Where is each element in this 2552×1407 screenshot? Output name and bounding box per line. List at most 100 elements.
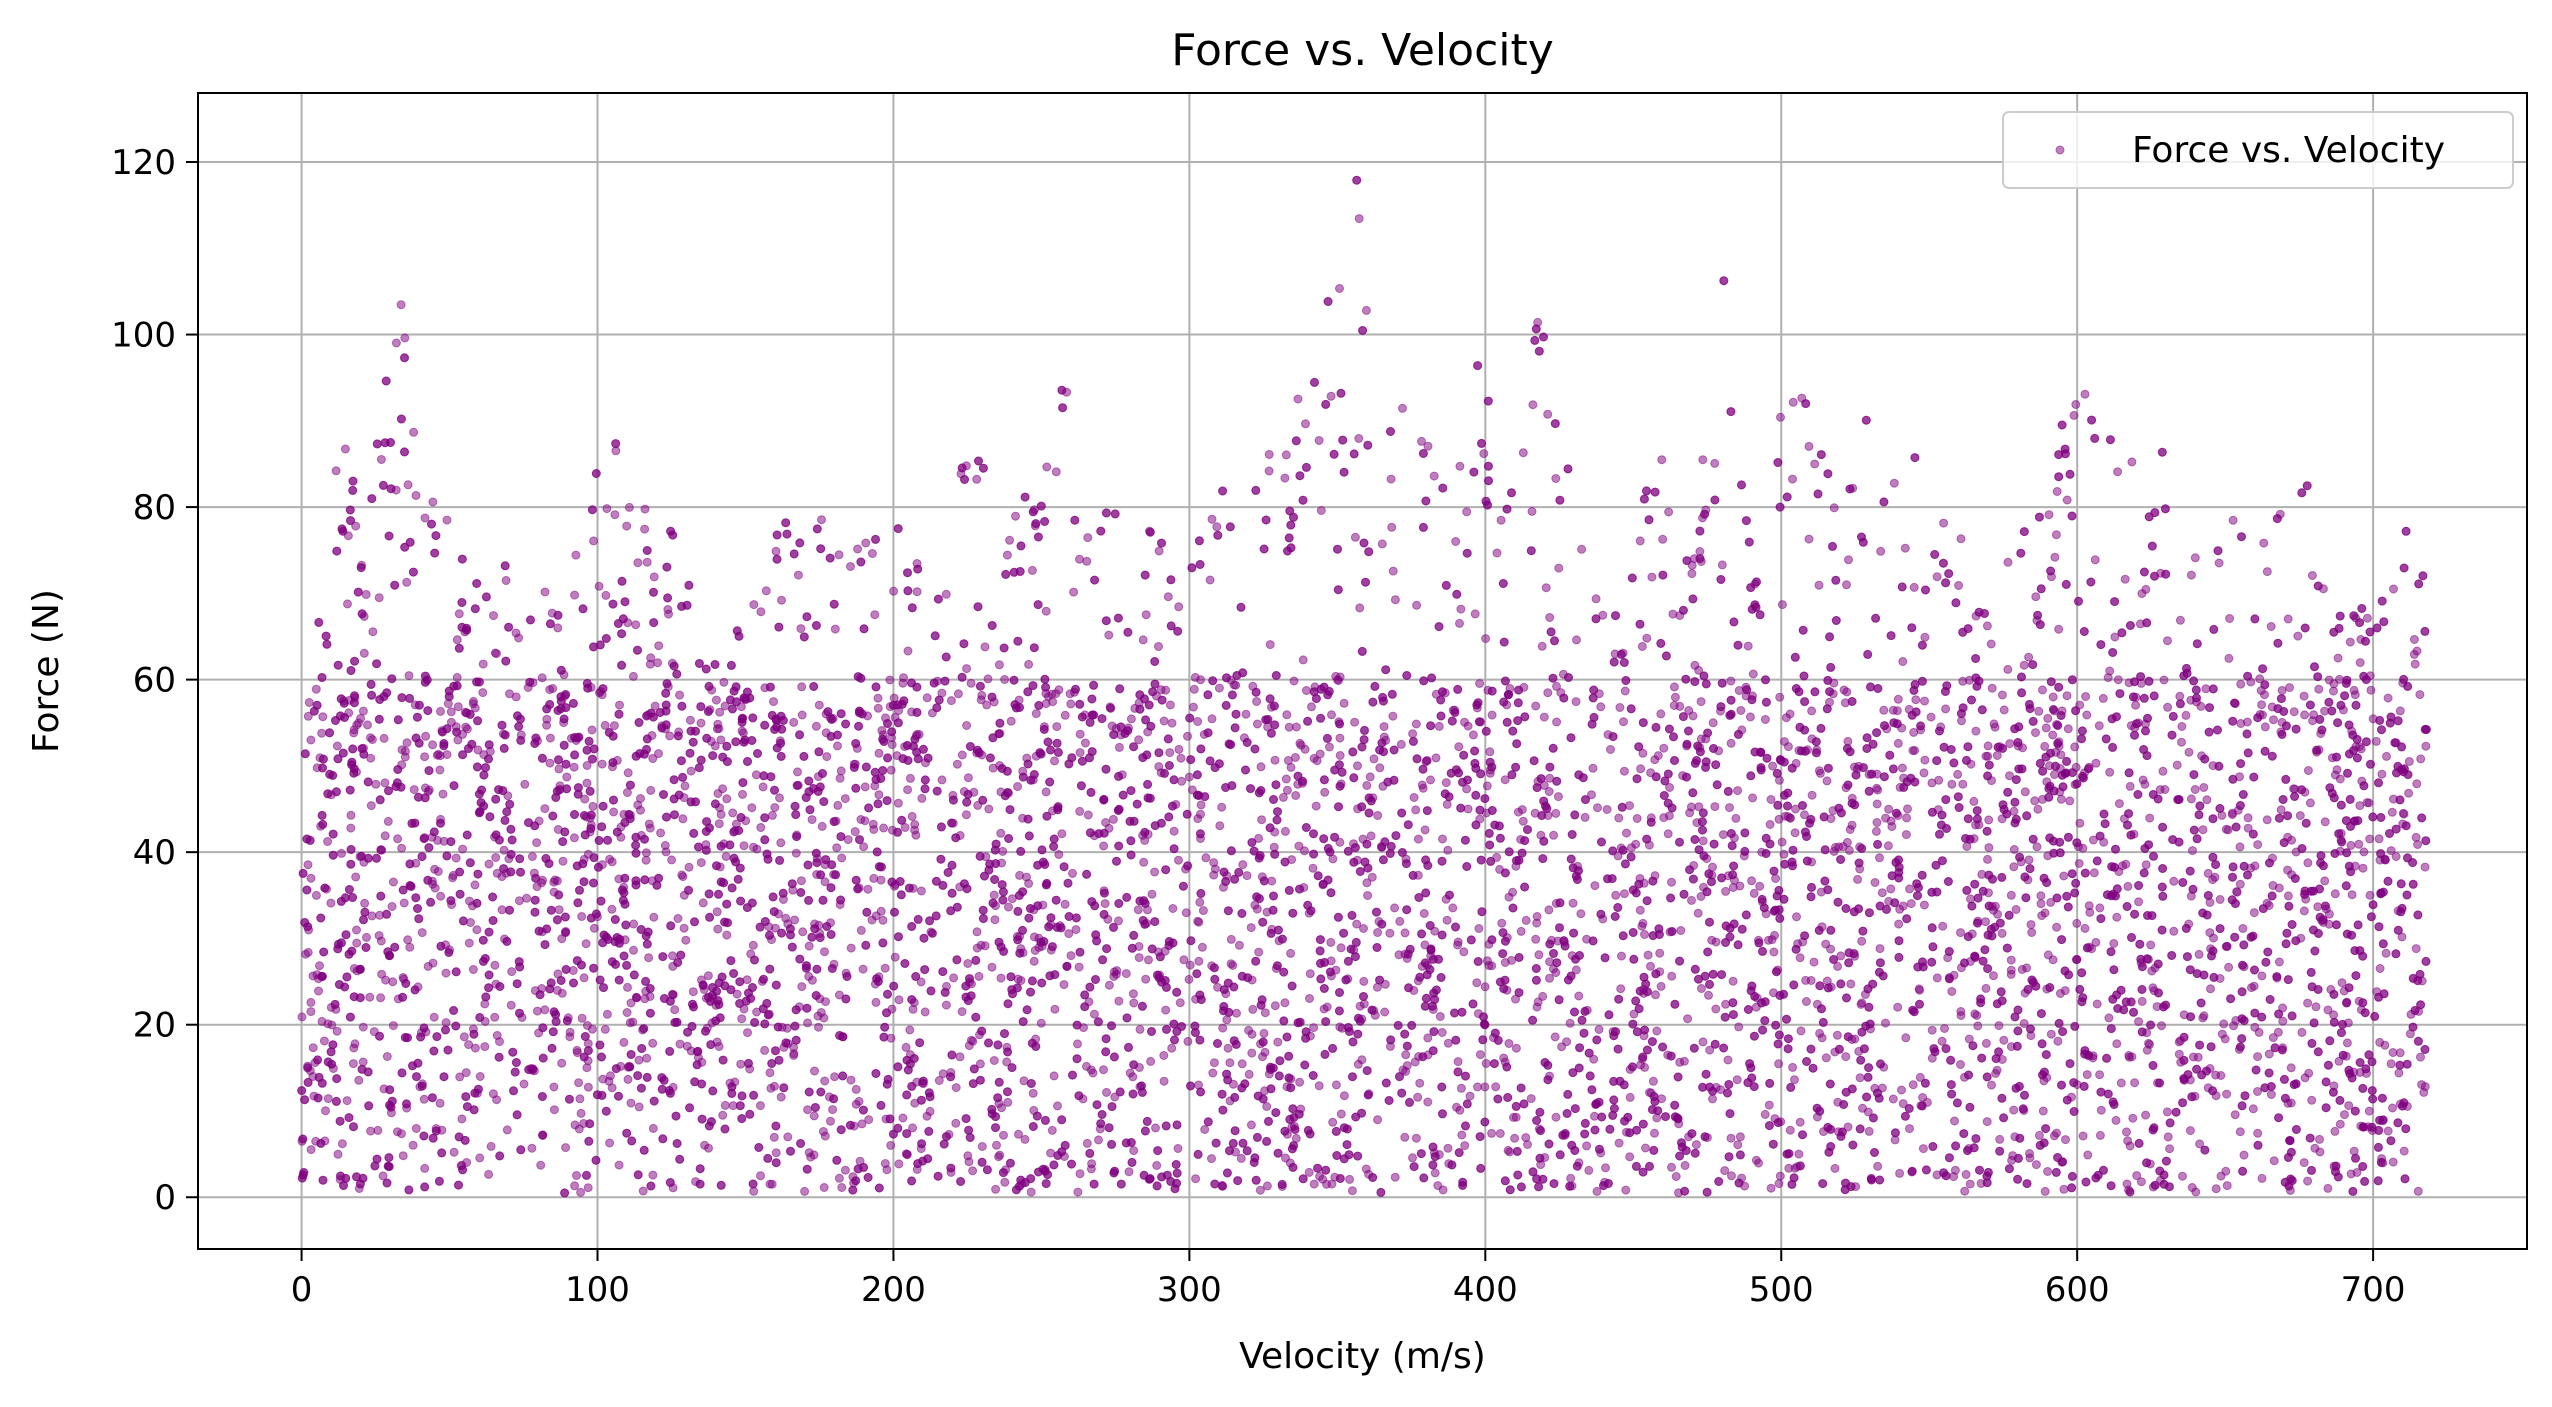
scatter-point (303, 947, 313, 957)
scatter-point (1415, 1078, 1425, 1088)
scatter-point (2415, 690, 2425, 700)
scatter-point (1659, 743, 1669, 753)
scatter-point (1327, 710, 1336, 720)
scatter-point (1262, 1181, 1272, 1191)
scatter-point (1663, 829, 1673, 839)
scatter-point (1844, 845, 1854, 855)
scatter-point (2404, 757, 2414, 766)
scatter-point (1475, 1050, 1485, 1060)
scatter-point (1532, 912, 1542, 921)
scatter-point (366, 801, 376, 811)
scatter-point (1144, 955, 1153, 965)
scatter-point (907, 811, 917, 821)
scatter-point (817, 821, 827, 831)
scatter-point (1864, 1126, 1874, 1136)
scatter-point (1981, 917, 1990, 927)
scatter-point (1621, 1185, 1631, 1195)
scatter-point (1377, 539, 1387, 549)
scatter-point (2025, 1149, 2034, 1158)
scatter-point (420, 513, 430, 523)
scatter-point (1159, 1076, 1169, 1086)
scatter-point (1638, 918, 1648, 928)
scatter-point (1300, 846, 1309, 856)
scatter-point (598, 1074, 608, 1084)
scatter-point (1355, 603, 1365, 613)
scatter-point (2269, 1156, 2279, 1166)
scatter-point (1919, 900, 1929, 910)
scatter-point (1539, 712, 1549, 722)
scatter-point (1197, 942, 1207, 952)
scatter-point (728, 808, 738, 818)
scatter-point (2123, 881, 2133, 891)
scatter-point (2051, 530, 2061, 540)
scatter-point (1544, 787, 1554, 796)
scatter-point (1107, 721, 1117, 731)
scatter-point (1783, 742, 1793, 752)
scatter-point (820, 877, 830, 887)
scatter-point (713, 719, 723, 729)
scatter-point (679, 923, 689, 933)
scatter-point (2268, 881, 2278, 890)
scatter-point (766, 1083, 776, 1093)
scatter-point (2169, 926, 2179, 936)
scatter-point (2262, 815, 2272, 825)
scatter-point (1184, 974, 1194, 984)
scatter-point (834, 990, 844, 1000)
scatter-point (1051, 467, 1061, 477)
scatter-point (1451, 537, 1461, 546)
scatter-point (1726, 1133, 1736, 1143)
grid (198, 93, 2527, 1249)
scatter-point (1041, 787, 1051, 797)
scatter-point (1194, 917, 1204, 927)
scatter-point (1909, 582, 1919, 592)
scatter-point (1734, 1022, 1744, 1032)
scatter-point (306, 735, 316, 745)
scatter-point (2412, 779, 2422, 789)
scatter-point (610, 510, 620, 520)
scatter-point (2235, 842, 2245, 852)
scatter-point (2048, 692, 2058, 702)
scatter-point (1887, 822, 1897, 832)
scatter-point (459, 1032, 469, 1042)
scatter-point (1004, 902, 1013, 912)
scatter-point (2340, 1110, 2349, 1120)
scatter-point (397, 745, 407, 755)
scatter-point (1456, 604, 1466, 614)
scatter-point (1336, 1109, 1346, 1119)
scatter-point (1769, 947, 1779, 957)
scatter-point (1698, 1037, 1708, 1047)
scatter-point (1619, 889, 1629, 899)
scatter-point (554, 905, 564, 915)
scatter-point (1795, 953, 1805, 963)
scatter-point (2409, 649, 2419, 659)
scatter-point (767, 1179, 777, 1189)
scatter-point (1083, 810, 1093, 820)
scatter-point (318, 712, 328, 722)
scatter-point (1207, 714, 1217, 724)
scatter-point (1260, 1008, 1270, 1018)
scatter-point (1176, 753, 1186, 763)
scatter-point (403, 935, 413, 945)
scatter-point (1591, 594, 1601, 604)
scatter-point (326, 898, 336, 908)
scatter-point (1927, 778, 1937, 788)
scatter-point (1584, 1165, 1594, 1175)
scatter-point (1774, 1059, 1784, 1069)
scatter-point (1322, 1002, 1332, 1012)
scatter-point (796, 876, 806, 886)
scatter-point (1987, 1080, 1996, 1090)
scatter-point (2186, 570, 2196, 580)
scatter-point (1438, 834, 1447, 844)
scatter-point (1932, 572, 1942, 582)
scatter-point (442, 515, 452, 525)
scatter-point (321, 1106, 330, 1116)
scatter-point (830, 1072, 840, 1082)
scatter-point (532, 838, 542, 848)
scatter-point (696, 718, 706, 728)
scatter-point (1804, 441, 1814, 451)
scatter-point (2092, 999, 2102, 1009)
scatter-point (1580, 812, 1590, 822)
scatter-point (2206, 984, 2215, 994)
scatter-point (2048, 730, 2058, 740)
